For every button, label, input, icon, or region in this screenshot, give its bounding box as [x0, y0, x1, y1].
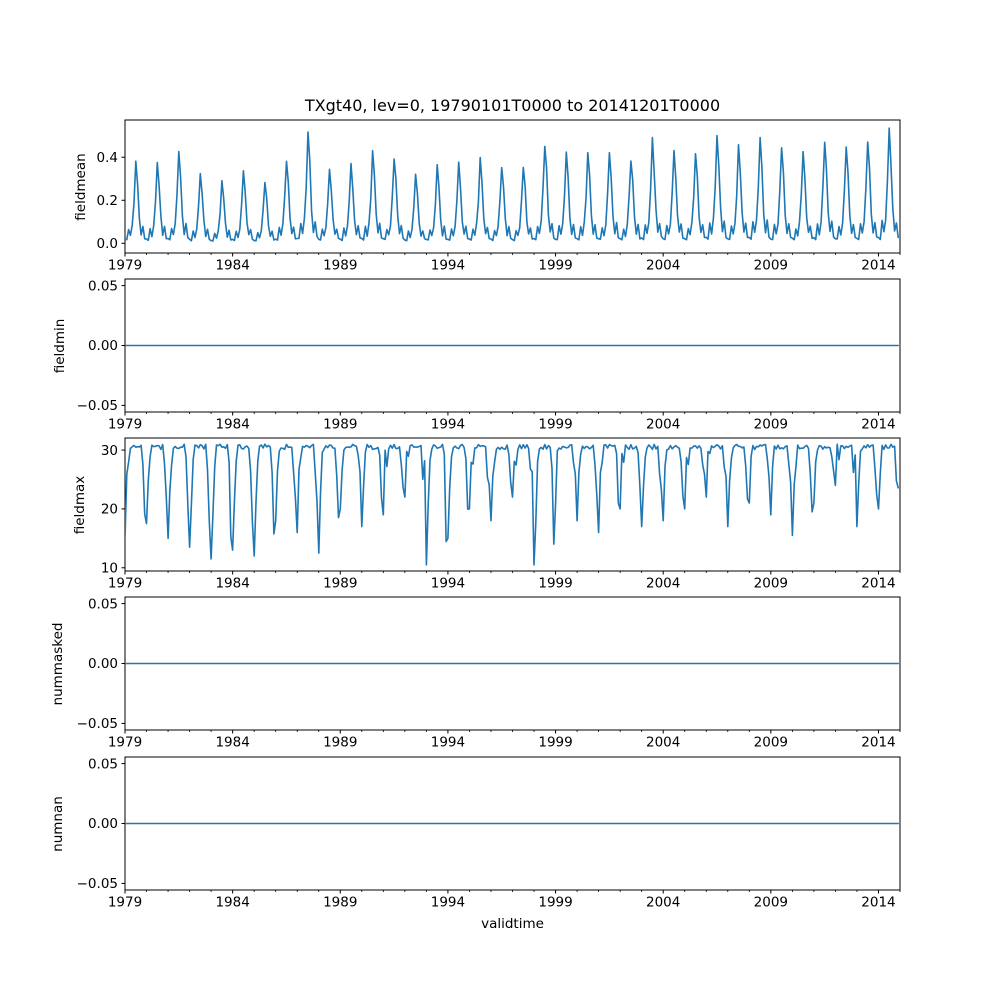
x-tick-label: 2004 [646, 258, 680, 274]
x-tick-label: 1999 [538, 576, 572, 592]
y-tick-label: 0.2 [97, 193, 118, 209]
x-tick-label: 1989 [323, 576, 357, 592]
y-tick-label: 10 [101, 560, 118, 576]
x-tick-label: 2009 [754, 895, 788, 911]
x-tick-label: 1984 [215, 735, 249, 751]
x-tick-label: 1989 [323, 417, 357, 433]
y-tick-label: 0.05 [88, 278, 118, 294]
x-tick-label: 2004 [646, 417, 680, 433]
x-tick-label: 1994 [431, 735, 465, 751]
y-axis-label-numnan: numnan [50, 795, 66, 852]
x-tick-label: 1984 [215, 895, 249, 911]
y-tick-label: 0.05 [88, 756, 118, 772]
x-tick-label: 1999 [538, 417, 572, 433]
y-tick-label: −0.05 [77, 716, 118, 732]
x-tick-label: 1984 [215, 258, 249, 274]
x-tick-label: 1994 [431, 576, 465, 592]
x-tick-label: 2014 [861, 735, 895, 751]
x-tick-label: 1984 [215, 576, 249, 592]
axes-frame [124, 437, 901, 572]
x-tick-label: 2004 [646, 895, 680, 911]
x-tick-label: 2014 [861, 895, 895, 911]
y-axis-label-nummasked: nummasked [50, 622, 66, 705]
x-tick-label: 2004 [646, 735, 680, 751]
x-tick-label: 2004 [646, 576, 680, 592]
x-tick-label: 1989 [323, 895, 357, 911]
x-tick-label: 1979 [108, 735, 142, 751]
fieldmax-series-line [125, 443, 900, 566]
x-tick-label: 2009 [754, 258, 788, 274]
subplot-fieldmin: 1979 1984 1989 1994 1999 2004 2009 2014 −0.05 0.0… [77, 278, 901, 433]
x-tick-label: 2014 [861, 576, 895, 592]
x-tick-label: 1994 [431, 258, 465, 274]
y-axis-label-fieldmax: fieldmax [72, 475, 88, 534]
y-tick-label: 0.00 [88, 656, 118, 672]
x-tick-label: 1979 [108, 258, 142, 274]
x-tick-label: 1979 [108, 417, 142, 433]
x-tick-label: 1999 [538, 735, 572, 751]
y-tick-label: 0.0 [97, 236, 118, 252]
x-tick-label: 1979 [108, 895, 142, 911]
y-axis-label-fieldmean: fieldmean [73, 152, 89, 221]
y-axis-label-fieldmin: fieldmin [52, 318, 68, 373]
x-tick-label: 1984 [215, 417, 249, 433]
y-tick-label: 0.00 [88, 338, 118, 354]
x-tick-label: 1999 [538, 895, 572, 911]
y-tick-label: 0.4 [97, 150, 118, 166]
x-axis-label: validtime [481, 916, 544, 932]
x-tick-label: 2014 [861, 258, 895, 274]
x-tick-label: 1999 [538, 258, 572, 274]
x-tick-label: 1994 [431, 895, 465, 911]
x-tick-label: 2014 [861, 417, 895, 433]
x-tick-label: 1989 [323, 735, 357, 751]
y-tick-label: 20 [101, 502, 118, 518]
x-tick-label: 2009 [754, 735, 788, 751]
fieldmean-series-line [125, 127, 900, 242]
subplot-fieldmax: 1979 1984 1989 1994 1999 2004 2009 2014 10 20 30 [101, 437, 901, 592]
subplot-fieldmean: 1979 1984 1989 1994 1999 2004 2009 2014 0.0 0.2 0.… [97, 119, 901, 274]
x-tick-label: 1979 [108, 576, 142, 592]
subplot-numnan: 1979 1984 1989 1994 1999 2004 2009 2014 −0.05 0.0… [77, 756, 901, 911]
x-tick-label: 2009 [754, 417, 788, 433]
x-tick-label: 1989 [323, 258, 357, 274]
x-tick-label: 2009 [754, 576, 788, 592]
subplot-nummasked: 1979 1984 1989 1994 1999 2004 2009 2014 −0.05 0.0… [77, 596, 901, 751]
y-tick-label: −0.05 [77, 398, 118, 414]
figure-title: TXgt40, lev=0, 19790101T0000 to 20141201… [304, 96, 721, 115]
y-tick-label: 30 [101, 443, 118, 459]
y-tick-label: 0.00 [88, 816, 118, 832]
y-tick-label: 0.05 [88, 596, 118, 612]
x-tick-label: 1994 [431, 417, 465, 433]
y-tick-label: −0.05 [77, 876, 118, 892]
